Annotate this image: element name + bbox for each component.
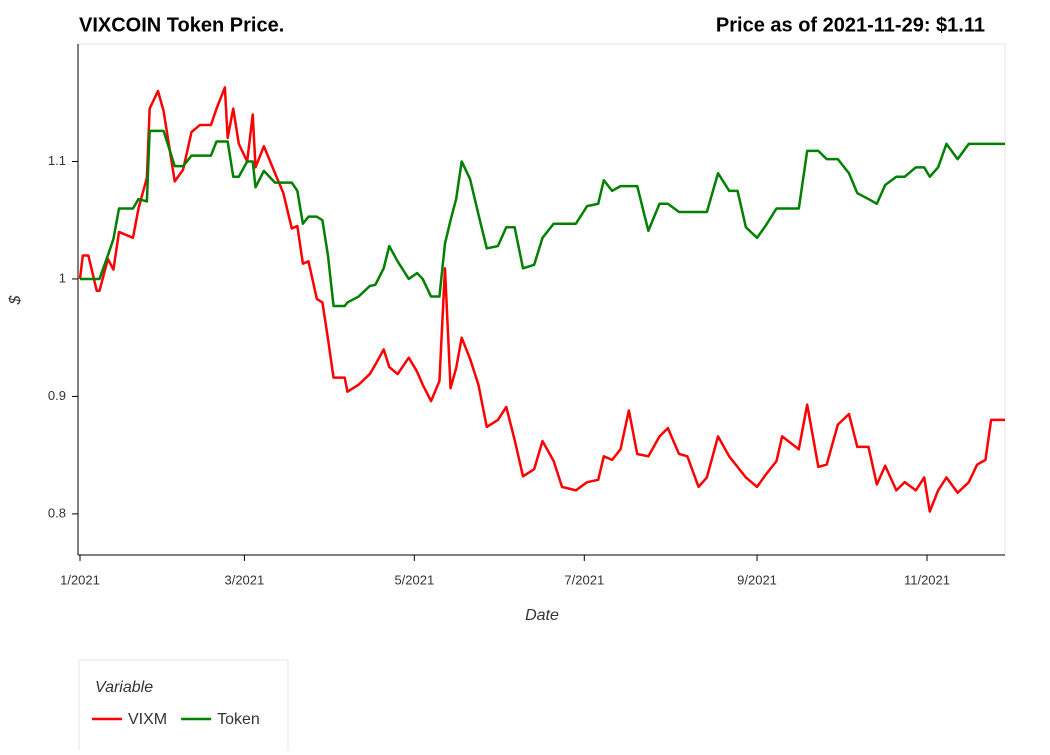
series-line <box>78 86 1005 513</box>
x-tick-label: 5/2021 <box>394 572 434 587</box>
plot-frame <box>77 43 1006 556</box>
legend-title: Variable <box>95 679 153 696</box>
legend: Variable VIXM Token <box>78 659 289 755</box>
legend-label: Token <box>217 711 260 728</box>
legend-box <box>78 659 289 755</box>
x-tick-label: 3/2021 <box>224 572 264 587</box>
series-line <box>80 129 1005 308</box>
y-tick-label: 1.1 <box>48 153 66 168</box>
chart-subtitle: Price as of 2021-11-29: $1.11 <box>716 14 985 36</box>
chart-title: VIXCOIN Token Price. <box>79 14 284 36</box>
x-tick-label: 7/2021 <box>564 572 604 587</box>
y-tick-label: 1 <box>59 270 66 285</box>
x-tick-label: 1/2021 <box>60 572 100 587</box>
x-tick-label: 11/2021 <box>904 572 950 587</box>
x-axis-label: Date <box>525 607 559 624</box>
y-tick-label: 0.9 <box>48 388 66 403</box>
y-tick-label: 0.8 <box>48 505 66 520</box>
y-axis-label: $ <box>7 294 24 305</box>
legend-label: VIXM <box>128 711 167 728</box>
x-tick-label: 9/2021 <box>737 572 777 587</box>
